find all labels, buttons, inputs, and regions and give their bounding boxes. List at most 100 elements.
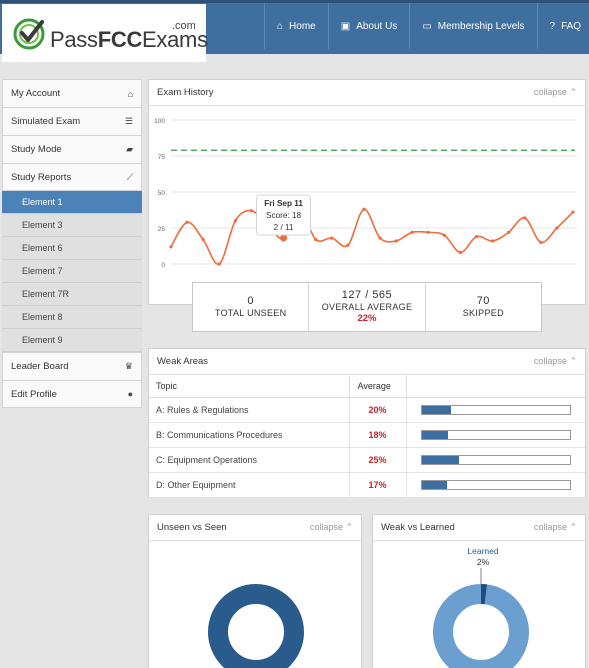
data-point[interactable] [249, 209, 253, 213]
chevron-up-icon: ⌃ [569, 356, 577, 366]
sidebar-subitem-element-3[interactable]: Element 3 [2, 214, 142, 237]
data-point[interactable] [280, 234, 288, 242]
main-nav: ⌂ Home ▣ About Us ▭ Membership Levels ? FAQ [264, 3, 589, 49]
data-point[interactable] [169, 245, 173, 249]
y-tick-label: 25 [158, 226, 166, 233]
progress-bar [420, 454, 571, 465]
data-point[interactable] [233, 219, 237, 223]
book-icon: ▰ [126, 144, 133, 154]
checkmark-logo-icon [13, 18, 45, 50]
chevron-up-icon: ⌃ [345, 522, 353, 532]
nav-home[interactable]: ⌂ Home [264, 3, 328, 49]
chart-icon: ⟋ [126, 171, 133, 182]
table-row[interactable]: D: Other Equipment 17% [149, 472, 585, 498]
collapse-toggle[interactable]: collapse ⌃ [309, 522, 353, 532]
table-row[interactable]: C: Equipment Operations 25% [149, 447, 585, 473]
donut-seen-slice [208, 584, 304, 668]
unseen-vs-seen-panel: Unseen vs Seen collapse ⌃ [148, 514, 362, 668]
logo-suffix: .com [172, 20, 196, 32]
data-point[interactable] [507, 230, 511, 234]
panel-title: Weak vs Learned [381, 522, 455, 533]
data-point[interactable] [346, 243, 350, 247]
data-point[interactable] [458, 250, 463, 255]
collapse-toggle[interactable]: collapse ⌃ [533, 522, 577, 532]
sidebar-item-edit-profile[interactable]: Edit Profile ● [2, 380, 142, 408]
data-point[interactable] [523, 216, 527, 220]
data-point[interactable] [555, 226, 559, 230]
sidebar-subitem-element-7[interactable]: Element 7 [2, 260, 142, 283]
sidebar-subitem-element-7r[interactable]: Element 7R [2, 283, 142, 306]
progress-cell [406, 397, 585, 423]
topic-cell: C: Equipment Operations [149, 447, 349, 473]
navbar-accent-line [0, 0, 589, 3]
unseen-vs-seen-donut [208, 584, 304, 668]
collapse-toggle[interactable]: collapse ⌃ [533, 356, 577, 366]
sidebar-item-simulated-exam[interactable]: Simulated Exam ☰ [2, 107, 142, 135]
data-point[interactable] [539, 240, 543, 244]
topic-cell: D: Other Equipment [149, 472, 349, 498]
stat-total-unseen: 0 TOTAL UNSEEN [193, 283, 310, 331]
y-tick-label: 75 [158, 154, 166, 161]
data-point[interactable] [217, 262, 221, 266]
sidebar-item-study-reports[interactable]: Study Reports ⟋ [2, 163, 142, 191]
home-icon: ⌂ [277, 20, 284, 32]
sidebar-item-my-account[interactable]: My Account ⌂ [2, 79, 142, 107]
data-point[interactable] [426, 230, 430, 234]
progress-cell [406, 472, 585, 498]
sidebar-item-leader-board[interactable]: Leader Board ♛ [2, 352, 142, 380]
collapse-toggle[interactable]: collapse ⌃ [533, 87, 577, 97]
sidebar-subitem-element-6[interactable]: Element 6 [2, 237, 142, 260]
chevron-up-icon: ⌃ [569, 522, 577, 532]
average-cell: 18% [348, 422, 407, 448]
data-point[interactable] [330, 236, 334, 240]
nav-faq[interactable]: ? FAQ [536, 3, 589, 49]
y-tick-label: 100 [154, 118, 165, 125]
card-icon: ▭ [422, 20, 432, 32]
progress-bar [420, 479, 571, 490]
weak-vs-learned-donut: Learned 2% [433, 546, 529, 668]
data-point[interactable] [442, 233, 446, 237]
data-point[interactable] [410, 230, 414, 234]
data-point[interactable] [362, 207, 366, 211]
table-header-row: Topic Average [149, 375, 585, 398]
sidebar-item-study-mode[interactable]: Study Mode ▰ [2, 135, 142, 163]
stat-value: 70 [476, 295, 490, 307]
data-point[interactable] [491, 239, 495, 243]
data-point[interactable] [394, 239, 398, 243]
sidebar-subitem-element-9[interactable]: Element 9 [2, 329, 142, 352]
sidebar-subitem-element-1[interactable]: Element 1 [2, 191, 142, 214]
topic-cell: A: Rules & Regulations [149, 397, 349, 423]
chart-tooltip [256, 194, 311, 236]
series-line [170, 208, 574, 265]
data-point[interactable] [571, 210, 575, 214]
topic-cell: B: Communications Procedures [149, 422, 349, 448]
data-point[interactable] [185, 220, 189, 224]
data-point[interactable] [201, 237, 205, 242]
progress-bar-fill [421, 455, 459, 464]
nav-membership-levels[interactable]: ▭ Membership Levels [409, 3, 536, 49]
panel-header: Unseen vs Seen collapse ⌃ [149, 515, 361, 541]
exam-history-chart: 0 25 50 75 100 Fri Sep 11 Score: 18 2 / 11 [154, 118, 577, 269]
stat-value: 0 [247, 295, 254, 307]
stat-percent: 22% [357, 313, 377, 324]
data-point[interactable] [474, 235, 479, 239]
weak-vs-learned-panel: Weak vs Learned collapse ⌃ Learned 2% [372, 514, 586, 668]
tooltip-text: Fri Sep 11 [264, 199, 303, 208]
nav-about-us[interactable]: ▣ About Us [327, 3, 410, 49]
table-row[interactable]: B: Communications Procedures 18% [149, 422, 585, 448]
table-row[interactable]: A: Rules & Regulations 20% [149, 397, 585, 423]
weak-areas-table: Topic Average A: Rules & Regulations 20%… [149, 375, 585, 498]
panel-title: Unseen vs Seen [157, 522, 227, 533]
column-header-topic: Topic [149, 375, 349, 398]
tooltip-text: Score: 18 [266, 211, 301, 220]
logo-text: PassFCCExams [50, 27, 208, 52]
trophy-icon: ♛ [124, 361, 133, 371]
site-logo[interactable]: .com PassFCCExams [2, 4, 208, 62]
panel-title: Weak Areas [157, 356, 209, 367]
sidebar-subitem-element-8[interactable]: Element 8 [2, 306, 142, 329]
data-point[interactable] [378, 236, 382, 240]
average-cell: 20% [348, 397, 407, 423]
stat-overall-average: 127 / 565 OVERALL AVERAGE 22% [309, 283, 426, 331]
data-point[interactable] [314, 237, 318, 242]
column-header-bar [406, 375, 585, 398]
